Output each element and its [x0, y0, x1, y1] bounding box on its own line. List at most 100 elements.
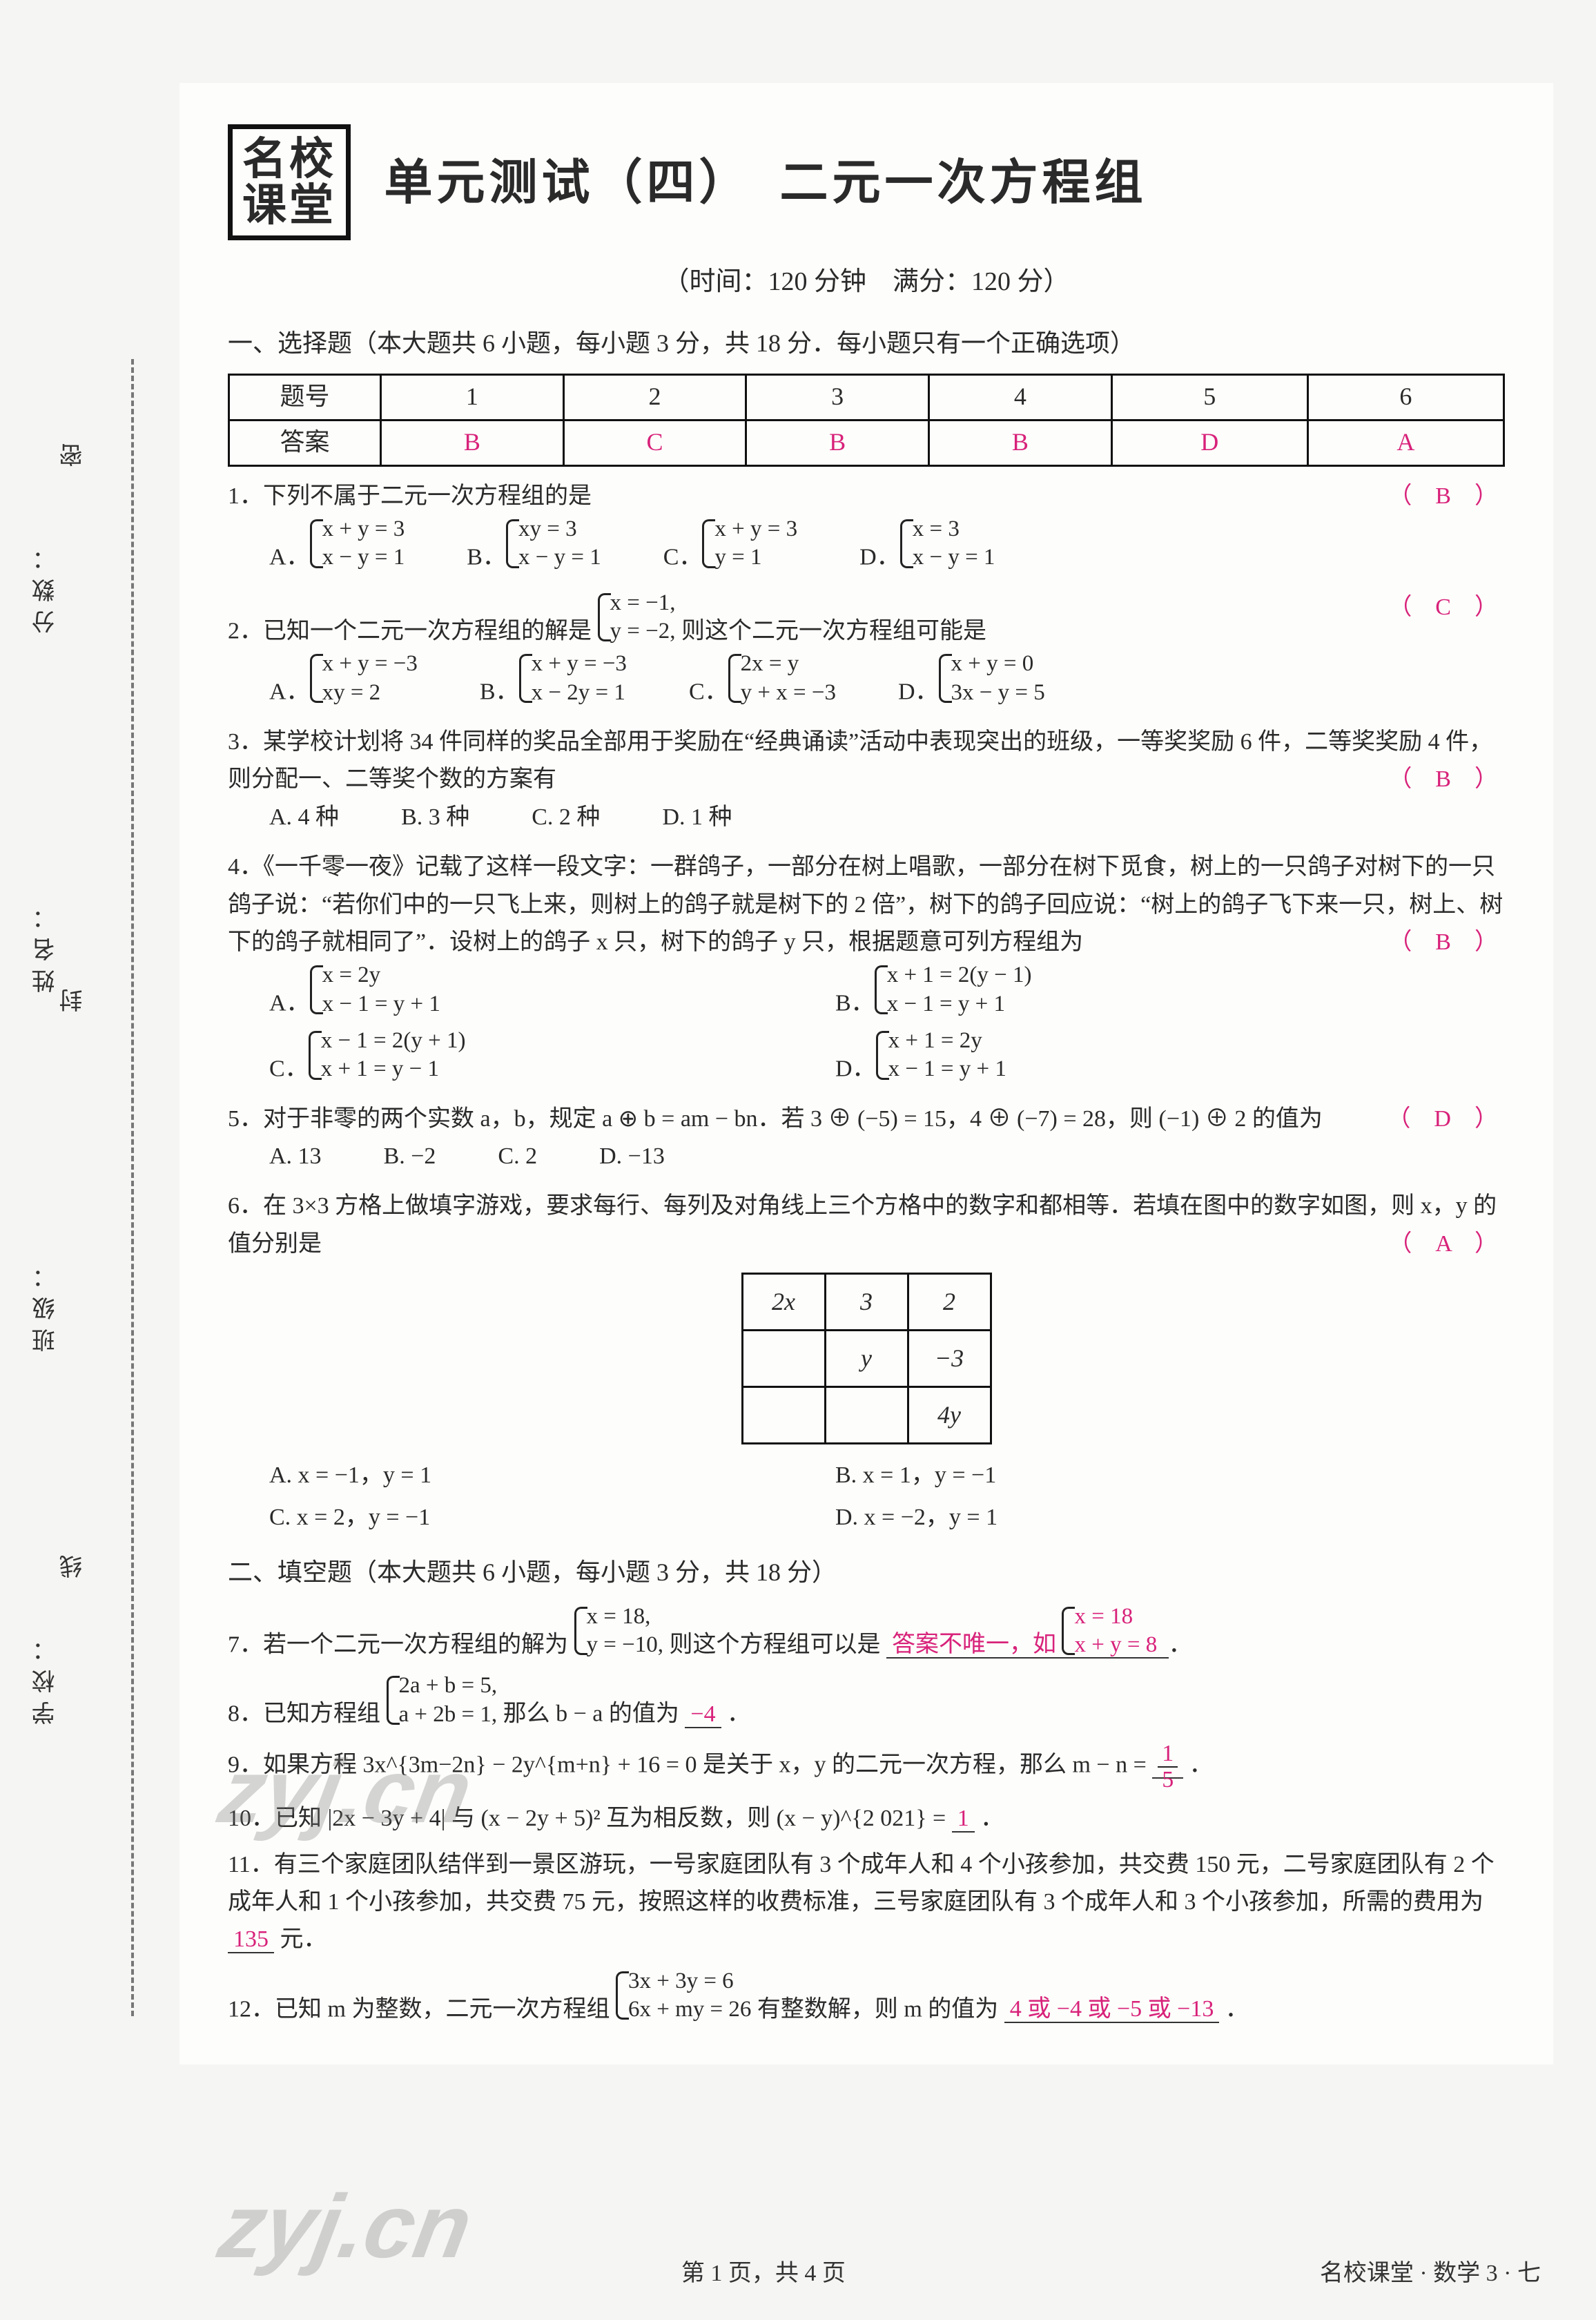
g02: 2 [908, 1274, 991, 1331]
g00: 2x [742, 1274, 825, 1331]
q1B-2: x − y = 1 [518, 543, 601, 572]
q1: 1．下列不属于二元一次方程组的是 （ B ） A．x + y = 3x − y … [228, 478, 1505, 581]
g12: −3 [908, 1331, 991, 1387]
q11-unit: 元． [280, 1926, 327, 1952]
q7a1: x = 18 [1074, 1603, 1157, 1631]
q2C-2: y + x = −3 [741, 679, 836, 707]
q5-text: 5．对于非零的两个实数 a，b，规定 a ⊕ b = am − bn．若 3 ⊕… [228, 1106, 1323, 1132]
q8-pre: 8．已知方程组 [228, 1701, 380, 1727]
q12s2: 6x + my = 26 [628, 1995, 751, 2024]
q7-mid: 则这个方程组可以是 [669, 1632, 880, 1657]
q10-ans: 1 [952, 1806, 975, 1833]
q6D: D. x = −2，y = 1 [835, 1499, 1401, 1536]
g22: 4y [908, 1387, 991, 1444]
ans-row-label-1: 题号 [229, 374, 381, 420]
q10-text: 10．已知 |2x − 3y + 4| 与 (x − 2y + 5)² 互为相反… [228, 1806, 946, 1831]
ans-2: C [563, 420, 746, 465]
q2-tag: （ C ） [1388, 589, 1498, 626]
g01: 3 [825, 1274, 908, 1331]
q7-ans-pre: 答案不唯一，如 [892, 1632, 1056, 1657]
ans-col-4: 4 [929, 374, 1112, 420]
q8s1: 2a + b = 5, [399, 1672, 498, 1700]
q4-tag: （ B ） [1388, 924, 1498, 961]
q1-tag: （ B ） [1388, 478, 1498, 515]
q5D: D. −13 [599, 1138, 665, 1175]
section-1-header: 一、选择题（本大题共 6 小题，每小题 3 分，共 18 分．每小题只有一个正确… [228, 324, 1505, 364]
q6-tag: （ A ） [1388, 1226, 1498, 1263]
q8-tail: ． [727, 1701, 750, 1727]
q6: 6．在 3×3 方格上做填字游戏，要求每行、每列及对角线上三个方格中的数字和都相… [228, 1188, 1505, 1540]
g20 [742, 1387, 825, 1444]
q5-tag: （ D ） [1387, 1101, 1498, 1138]
q12s1: 3x + 3y = 6 [628, 1967, 751, 1995]
g10 [742, 1331, 825, 1387]
q12-mid: 有整数解，则 m 的值为 [757, 1996, 998, 2022]
binding-label-mi: 密 [55, 435, 93, 467]
q11-text: 11．有三个家庭团队结伴到一景区游玩，一号家庭团队有 3 个成年人和 4 个小孩… [228, 1852, 1495, 1915]
binding-margin: 密 封 线 分数： 姓名： 班级： 学校： [55, 359, 152, 2016]
q7a2: x + y = 8 [1074, 1631, 1157, 1659]
time-score: （时间：120 分钟 满分：120 分） [228, 261, 1505, 303]
ans-row-label-2: 答案 [229, 420, 381, 465]
ans-6: A [1307, 420, 1503, 465]
binding-field-class: 班级： [28, 1257, 65, 1352]
q6B: B. x = 1，y = −1 [835, 1457, 1401, 1494]
q4C-1: x − 1 = 2(y + 1) [321, 1027, 466, 1055]
q1D-1: x = 3 [913, 515, 995, 543]
q2: 2．已知一个二元一次方程组的解是 x = −1,y = −2, 则这个二元一次方… [228, 589, 1505, 715]
q6-text: 6．在 3×3 方格上做填字游戏，要求每行、每列及对角线上三个方格中的数字和都相… [228, 1193, 1497, 1256]
page-title: 单元测试（四） 二元一次方程组 [385, 145, 1147, 222]
binding-label-xian: 线 [55, 1547, 93, 1578]
footer-right: 名校课堂 · 数学 3 · 七 [1320, 2255, 1541, 2292]
q1B-1: xy = 3 [518, 515, 601, 543]
ans-col-1: 1 [381, 374, 564, 420]
q3A: A. 4 种 [269, 799, 339, 836]
ans-1: B [381, 420, 564, 465]
q7s1: x = 18, [587, 1603, 663, 1631]
q2A-2: xy = 2 [322, 679, 418, 707]
page: 名校 课堂 单元测试（四） 二元一次方程组 （时间：120 分钟 满分：120 … [179, 83, 1553, 2065]
q8-ans: −4 [685, 1701, 721, 1728]
ans-3: B [746, 420, 929, 465]
q1A-1: x + y = 3 [322, 515, 405, 543]
binding-field-name: 姓名： [28, 898, 65, 993]
q4: 4．《一千零一夜》记载了这样一段文字：一群鸽子，一部分在树上唱歌，一部分在树下觅… [228, 849, 1505, 1092]
section-2-header: 二、填空题（本大题共 6 小题，每小题 3 分，共 18 分） [228, 1553, 1505, 1593]
ans-col-3: 3 [746, 374, 929, 420]
q9-den: 5 [1158, 1768, 1178, 1792]
q1-text: 1．下列不属于二元一次方程组的是 [228, 483, 592, 509]
q4B-1: x + 1 = 2(y − 1) [887, 961, 1032, 989]
q9-num: 1 [1158, 1741, 1178, 1768]
q2-suf: 则这个二元一次方程组可能是 [681, 618, 986, 644]
ans-col-6: 6 [1307, 374, 1503, 420]
q6C: C. x = 2，y = −1 [269, 1499, 835, 1536]
q1C-1: x + y = 3 [714, 515, 797, 543]
ans-col-5: 5 [1111, 374, 1307, 420]
logo-line1: 名校 [242, 135, 336, 184]
q3D: D. 1 种 [662, 799, 732, 836]
q8s2: a + 2b = 1, [399, 1701, 498, 1729]
q2-sol-2: y = −2, [610, 617, 676, 646]
g11: y [825, 1331, 908, 1387]
q3-text: 3．某学校计划将 34 件同样的奖品全部用于奖励在“经典诵读”活动中表现突出的班… [228, 729, 1492, 792]
q1A-2: x − y = 1 [322, 543, 405, 572]
q4A-1: x = 2y [322, 961, 440, 989]
q2-pre: 2．已知一个二元一次方程组的解是 [228, 618, 592, 644]
q2A-1: x + y = −3 [322, 650, 418, 678]
ans-col-2: 2 [563, 374, 746, 420]
q9-text: 9．如果方程 3x^{3m−2n} − 2y^{m+n} + 16 = 0 是关… [228, 1752, 1147, 1777]
q3B: B. 3 种 [401, 799, 469, 836]
q6-grid: 2x32 y−3 4y [741, 1273, 992, 1444]
logo: 名校 课堂 [228, 124, 351, 240]
q10-tail: ． [980, 1806, 1004, 1831]
g21 [825, 1387, 908, 1444]
q12: 12．已知 m 为整数，二元一次方程组 3x + 3y = 66x + my =… [228, 1967, 1505, 2029]
q1D-2: x − y = 1 [913, 543, 995, 572]
q12-pre: 12．已知 m 为整数，二元一次方程组 [228, 1996, 610, 2022]
footer: 第 1 页，共 4 页 名校课堂 · 数学 3 · 七 [207, 2255, 1541, 2292]
q5C: C. 2 [498, 1138, 537, 1175]
q2D-1: x + y = 0 [951, 650, 1045, 678]
q10: 10．已知 |2x − 3y + 4| 与 (x − 2y + 5)² 互为相反… [228, 1800, 1505, 1837]
q2B-1: x + y = −3 [532, 650, 627, 678]
q7-tail: ． [1169, 1632, 1192, 1657]
